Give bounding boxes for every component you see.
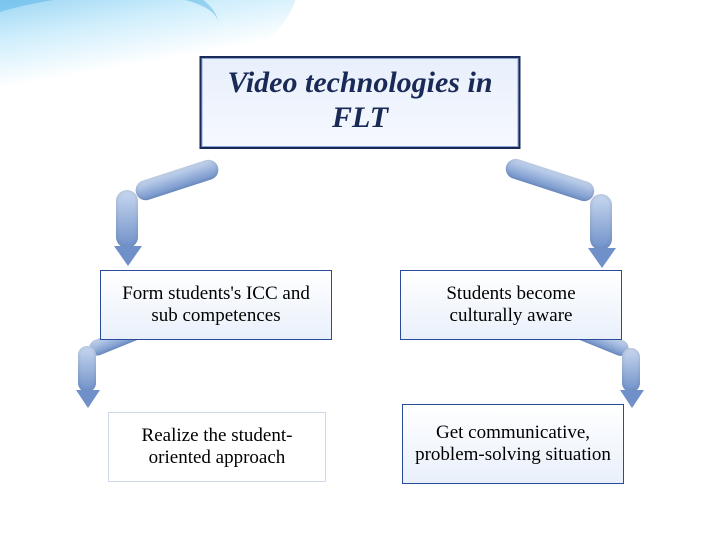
- arrow-title-to-box1: [110, 170, 230, 260]
- arrow-title-to-box2: [498, 170, 628, 265]
- slide: Video technologies in FLT Form students'…: [0, 0, 720, 540]
- box-form-icc: Form students's ICC and sub competences: [100, 270, 332, 340]
- title-box: Video technologies in FLT: [199, 56, 520, 149]
- arrow-box1-to-box3: [74, 332, 154, 410]
- box-student-oriented: Realize the student-oriented approach: [108, 412, 326, 482]
- title-container: Video technologies in FLT: [199, 56, 520, 149]
- box-culturally-aware: Students become culturally aware: [400, 270, 622, 340]
- arrow-box2-to-box4: [566, 332, 656, 410]
- box-communicative-situation: Get communicative, problem-solving situa…: [402, 404, 624, 484]
